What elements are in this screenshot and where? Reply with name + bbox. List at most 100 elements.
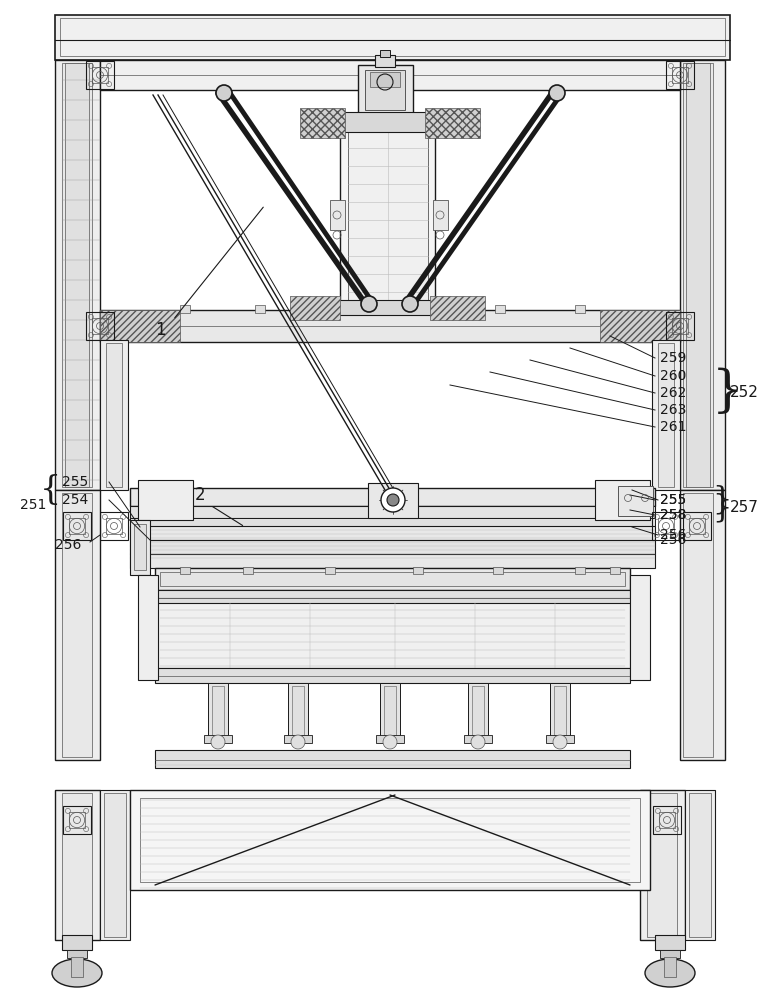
Text: 257: 257: [730, 500, 759, 516]
Circle shape: [211, 735, 225, 749]
Bar: [86, 312, 114, 340]
Text: 251: 251: [20, 498, 46, 512]
Bar: [575, 305, 585, 313]
Bar: [376, 735, 404, 743]
Bar: [63, 806, 91, 834]
Bar: [686, 63, 710, 487]
Bar: [685, 790, 715, 940]
Bar: [92, 67, 108, 83]
Bar: [683, 63, 713, 487]
Bar: [647, 793, 677, 937]
Bar: [348, 122, 428, 302]
Bar: [288, 683, 308, 738]
Bar: [666, 312, 694, 340]
Bar: [666, 61, 694, 89]
Text: 255: 255: [62, 475, 88, 489]
Text: 256: 256: [660, 528, 687, 542]
Bar: [640, 790, 685, 940]
Bar: [155, 568, 630, 590]
Bar: [100, 512, 128, 540]
Bar: [653, 806, 681, 834]
Bar: [130, 554, 655, 568]
Bar: [672, 318, 688, 334]
Bar: [315, 300, 455, 315]
Bar: [138, 575, 158, 680]
Text: 261: 261: [660, 420, 687, 434]
Text: 260: 260: [660, 369, 687, 383]
Text: 262: 262: [660, 386, 687, 400]
Bar: [100, 60, 680, 90]
Bar: [71, 957, 83, 977]
Text: 255: 255: [660, 493, 686, 507]
Bar: [659, 812, 676, 828]
Circle shape: [383, 735, 397, 749]
Bar: [652, 340, 680, 490]
Bar: [100, 790, 130, 940]
Bar: [155, 603, 630, 668]
Bar: [380, 683, 400, 738]
Bar: [546, 735, 574, 743]
Bar: [130, 518, 655, 526]
Bar: [672, 67, 688, 83]
Bar: [292, 686, 304, 735]
Bar: [384, 686, 396, 735]
Bar: [618, 486, 653, 516]
Bar: [630, 575, 650, 680]
Text: 255: 255: [660, 493, 686, 507]
Bar: [610, 567, 620, 574]
Text: 259: 259: [660, 351, 687, 365]
Bar: [320, 112, 450, 132]
Bar: [92, 318, 108, 334]
Text: 252: 252: [730, 385, 759, 400]
Bar: [655, 935, 685, 950]
Bar: [67, 950, 87, 958]
Bar: [62, 793, 92, 937]
Bar: [100, 340, 128, 490]
Bar: [106, 343, 122, 487]
Bar: [62, 493, 92, 757]
Bar: [63, 512, 91, 540]
Bar: [658, 343, 674, 487]
Bar: [370, 72, 400, 87]
Bar: [493, 567, 503, 574]
Circle shape: [402, 296, 418, 312]
Text: 254: 254: [62, 493, 88, 507]
Bar: [358, 65, 413, 115]
Circle shape: [553, 735, 567, 749]
Bar: [100, 310, 680, 342]
Ellipse shape: [52, 959, 102, 987]
Bar: [62, 63, 92, 487]
Text: }: }: [712, 368, 744, 417]
Bar: [680, 490, 725, 760]
Bar: [69, 518, 85, 534]
Bar: [688, 518, 705, 534]
Bar: [130, 526, 655, 540]
Text: 258: 258: [660, 508, 687, 522]
Text: 256: 256: [55, 538, 81, 552]
Bar: [208, 683, 228, 738]
Circle shape: [381, 488, 405, 512]
Bar: [683, 493, 713, 757]
Text: 1: 1: [155, 321, 165, 339]
Bar: [689, 793, 711, 937]
Bar: [550, 683, 570, 738]
Bar: [55, 15, 730, 60]
Bar: [325, 567, 335, 574]
Bar: [55, 60, 100, 490]
Bar: [415, 305, 425, 313]
Bar: [104, 793, 126, 937]
Text: 263: 263: [660, 403, 687, 417]
Bar: [86, 61, 114, 89]
Bar: [554, 686, 566, 735]
Bar: [160, 572, 625, 586]
Circle shape: [549, 85, 565, 101]
Text: 256: 256: [660, 533, 687, 547]
Bar: [69, 812, 85, 828]
Bar: [340, 115, 435, 310]
Bar: [140, 798, 640, 882]
Bar: [204, 735, 232, 743]
Bar: [375, 55, 395, 67]
Bar: [155, 750, 630, 768]
Bar: [664, 957, 676, 977]
Bar: [330, 200, 345, 230]
